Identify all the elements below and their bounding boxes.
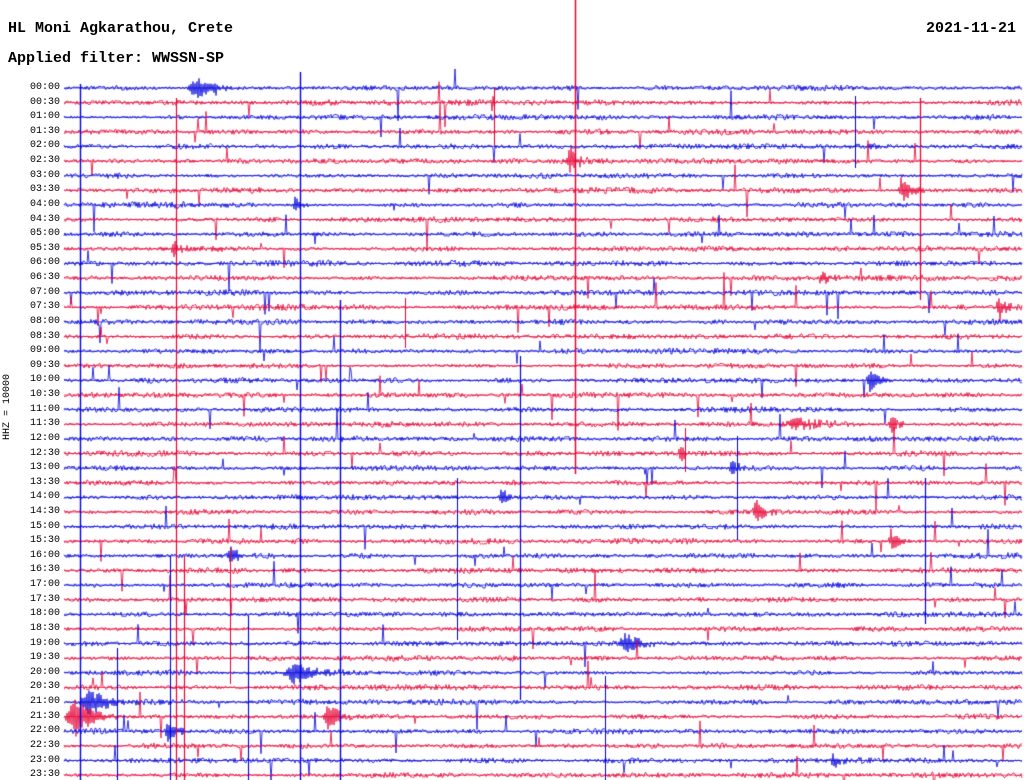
time-label: 20:00 [29,666,60,678]
time-label: 14:00 [29,491,60,503]
time-label: 08:00 [29,315,60,327]
time-label: 02:00 [29,140,60,152]
time-label: 19:00 [29,637,60,649]
time-label: 19:30 [29,652,60,664]
time-label: 18:30 [29,622,60,634]
time-label: 07:30 [29,301,60,313]
time-label: 23:00 [29,754,60,766]
time-label: 12:30 [29,447,60,459]
time-label: 21:00 [29,696,60,708]
time-label: 02:30 [29,155,60,167]
time-label: 21:30 [29,710,60,722]
time-label: 16:00 [29,549,60,561]
time-axis-labels: 00:00 00:30 01:00 01:30 02:00 02:30 03:00 03:30… [0,0,60,780]
station-title: HL Moni Agkarathou, Crete [8,20,234,37]
time-label: 13:30 [29,476,60,488]
time-label: 11:00 [29,403,60,415]
time-label: 05:00 [29,228,60,240]
time-label: 08:30 [29,330,60,342]
time-label: 13:00 [29,462,60,474]
time-label: 12:00 [29,432,60,444]
time-label: 00:00 [29,82,60,93]
time-label: 10:00 [29,374,60,386]
time-label: 01:00 [29,111,60,123]
time-label: 15:00 [29,520,60,532]
time-label: 09:00 [29,345,60,357]
time-label: 22:30 [29,739,60,751]
filter-label: Applied filter: WWSSN-SP [8,50,225,67]
time-label: 17:00 [29,579,60,591]
time-label: 14:30 [29,505,60,517]
date-label: 2021-11-21 [925,20,1016,37]
time-label: 18:00 [29,608,60,620]
time-label: 01:30 [29,125,60,137]
time-label: 03:00 [29,169,60,181]
time-label: 16:30 [29,564,60,576]
time-label: 05:30 [29,242,60,254]
time-label: 04:00 [29,198,60,210]
time-label: 04:30 [29,213,60,225]
time-label: 11:30 [29,418,60,430]
time-label: 15:30 [29,535,60,547]
time-label: 07:00 [29,286,60,298]
time-label: 23:30 [29,769,60,780]
time-label: 00:30 [29,96,60,108]
time-label: 10:30 [29,389,60,401]
time-label: 17:30 [29,593,60,605]
time-label: 20:30 [29,681,60,693]
time-label: 06:00 [29,257,60,269]
time-label: 22:00 [29,725,60,737]
time-label: 03:30 [29,184,60,196]
time-label: 09:30 [29,359,60,371]
time-label: 06:30 [29,272,60,284]
